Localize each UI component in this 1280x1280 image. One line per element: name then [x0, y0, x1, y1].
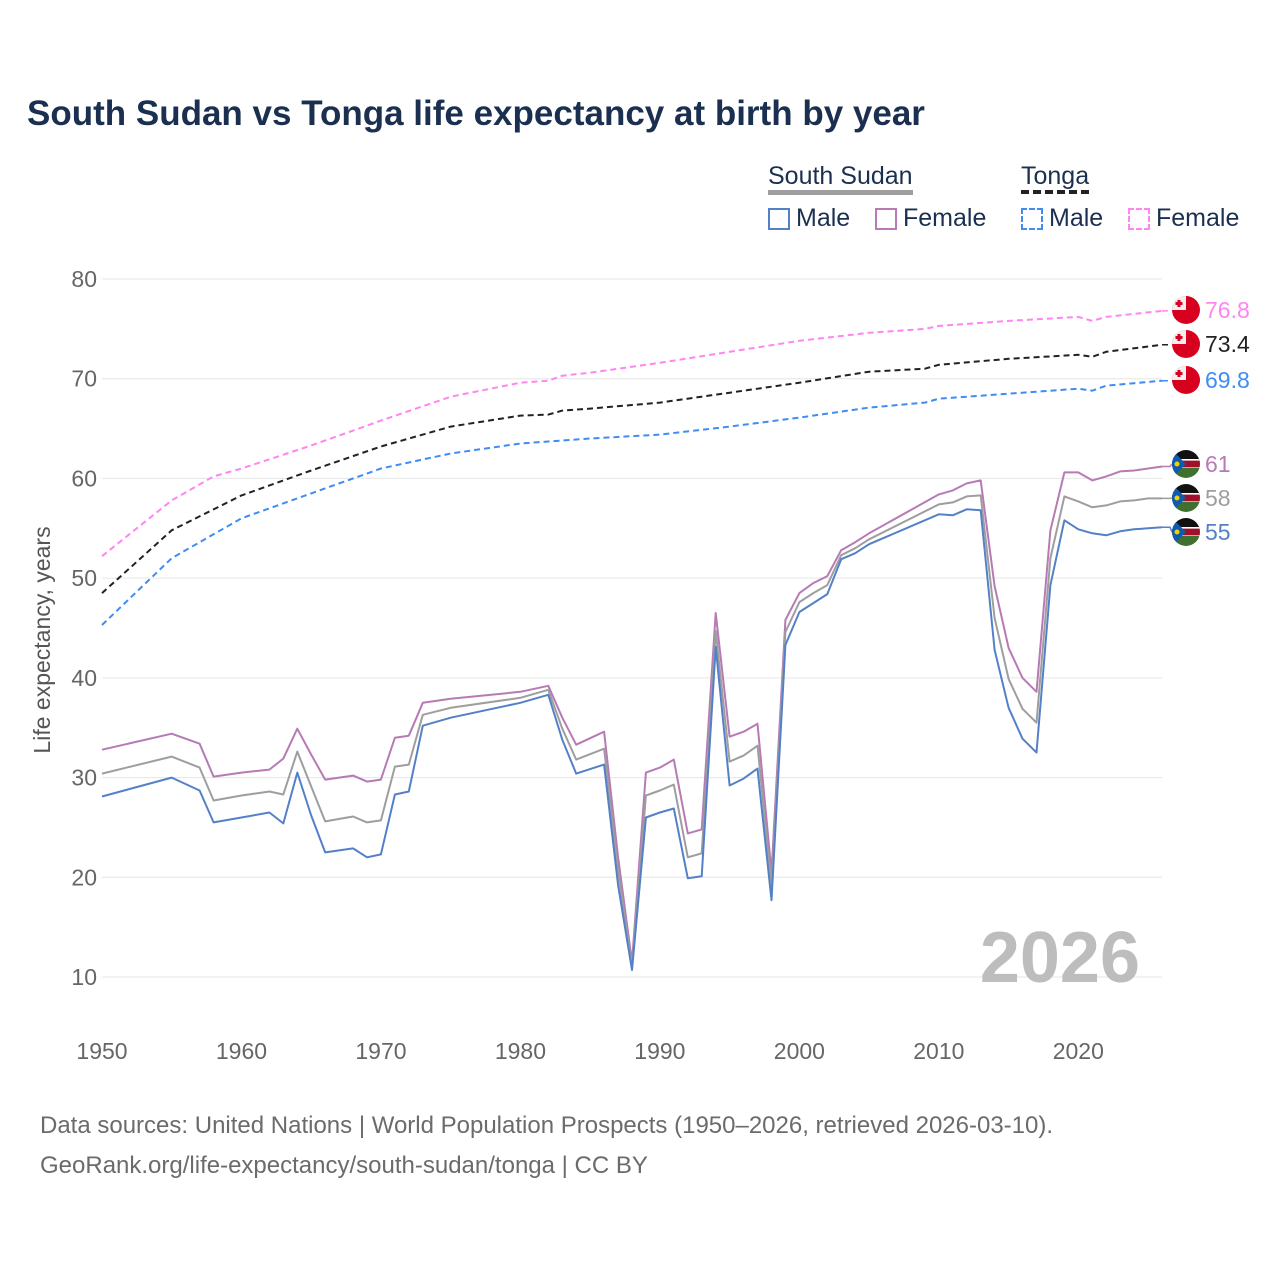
watermark-year: 2026: [980, 918, 1140, 998]
source-link[interactable]: GeoRank.org/life-expectancy/south-sudan/…: [40, 1152, 648, 1179]
legend-swatch: [1128, 207, 1150, 230]
x-tick-label: 2020: [1053, 1038, 1104, 1064]
end-connector: [1162, 463, 1173, 468]
y-tick-label: 40: [71, 665, 97, 691]
footer: Data sources: United Nations | World Pop…: [40, 1106, 1053, 1186]
grid: [102, 278, 1162, 978]
south-sudan-flag-icon: [1172, 518, 1200, 546]
legend-group-south-sudan[interactable]: South Sudan: [768, 162, 913, 195]
end-connector: [1162, 309, 1173, 312]
tonga-flag-icon: [1172, 296, 1200, 324]
x-tick-label: 1990: [634, 1038, 685, 1064]
y-tick-label: 20: [71, 864, 97, 890]
series-line-tonga-male: [101, 379, 1163, 626]
x-tick-label: 1980: [495, 1038, 546, 1064]
x-tick-label: 2000: [774, 1038, 825, 1064]
data-source: Data sources: United Nations | World Pop…: [40, 1112, 1054, 1139]
end-value-label: 76.8: [1205, 297, 1250, 323]
chart-title: South Sudan vs Tonga life expectancy at …: [27, 94, 925, 133]
x-tick-label: 1960: [216, 1038, 267, 1064]
end-value-label: 61: [1205, 451, 1231, 477]
x-tick-label: 1950: [76, 1038, 127, 1064]
legend-swatch: [1021, 207, 1043, 230]
y-tick-label: 80: [71, 266, 97, 292]
end-connector: [1162, 526, 1173, 533]
south-sudan-flag-icon: [1172, 484, 1200, 512]
south-sudan-flag-icon: [1172, 450, 1200, 478]
tonga-flag-icon: [1172, 366, 1200, 394]
series-line-south-sudan-female: [101, 465, 1163, 963]
x-axis: 1950 1960 1970 1980 1990 2000 2010 2020: [76, 1038, 1103, 1064]
tonga-flag-icon: [1172, 330, 1200, 358]
y-tick-label: 30: [71, 765, 97, 791]
legend-label: Male: [796, 204, 851, 232]
y-axis-label: Life expectancy, years: [29, 526, 55, 753]
legend-label: Male: [1049, 204, 1104, 232]
end-value-label: 69.8: [1205, 367, 1250, 393]
end-connector: [1162, 379, 1173, 382]
legend-label: Female: [1156, 204, 1240, 232]
series-line-south-sudan: [101, 494, 1162, 967]
end-labels: 76.8 73.4 69.8 61 58 55: [1162, 296, 1250, 546]
y-tick-label: 60: [71, 465, 97, 491]
legend-item-tonga-male[interactable]: Male: [1021, 204, 1103, 233]
x-tick-label: 1970: [355, 1038, 406, 1064]
end-value-label: 73.4: [1205, 331, 1250, 357]
legend-item-south-sudan-female[interactable]: Female: [875, 204, 986, 233]
end-value-label: 58: [1205, 485, 1231, 511]
series-lines: [101, 309, 1163, 971]
y-tick-label: 10: [71, 964, 97, 990]
y-tick-label: 70: [71, 366, 97, 392]
end-connector: [1162, 343, 1173, 346]
y-tick-label: 50: [71, 565, 97, 591]
legend-swatch: [768, 207, 790, 230]
legend-item-south-sudan-male[interactable]: Male: [768, 204, 850, 233]
series-line-tonga: [101, 343, 1163, 594]
legend-swatch: [875, 207, 897, 230]
legend-item-tonga-female[interactable]: Female: [1128, 204, 1239, 233]
y-axis: 10 20 30 40 50 60 70 80: [71, 266, 97, 990]
end-value-label: 55: [1205, 519, 1231, 545]
series-line-tonga-female: [101, 309, 1163, 557]
series-line-south-sudan-male: [101, 508, 1163, 971]
legend-label: Female: [903, 204, 987, 232]
x-tick-label: 2010: [913, 1038, 964, 1064]
legend-group-tonga[interactable]: Tonga: [1021, 162, 1090, 194]
